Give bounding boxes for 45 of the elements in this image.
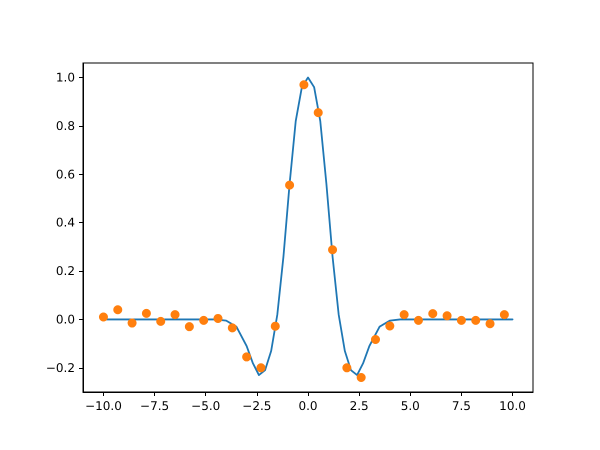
x-tick-label: −5.0	[191, 399, 220, 413]
x-tick-label: −7.5	[140, 399, 170, 413]
x-tick-label: 10.0	[499, 399, 526, 413]
x-tick-label: 0.0	[298, 399, 318, 413]
point	[471, 316, 480, 325]
point	[385, 321, 394, 330]
y-tick-label: 0.2	[56, 264, 75, 278]
point	[214, 314, 222, 323]
point	[486, 319, 495, 328]
y-tick-label: 1.0	[56, 70, 75, 85]
point	[242, 352, 252, 362]
x-tick-label: 7.5	[452, 399, 471, 413]
point	[285, 180, 294, 190]
point	[500, 310, 509, 320]
point	[113, 305, 122, 314]
x-tick-label: 2.5	[350, 399, 369, 413]
y-tick-label: 0.6	[56, 167, 75, 182]
point	[199, 316, 208, 325]
point	[98, 312, 108, 322]
point	[456, 316, 466, 325]
y-tick-label: 0.4	[56, 216, 75, 230]
point	[184, 322, 194, 332]
point	[400, 310, 409, 320]
point	[170, 310, 180, 320]
x-tick-label: 5.0	[400, 399, 420, 413]
point	[270, 322, 280, 331]
point	[128, 318, 137, 328]
point	[414, 316, 423, 325]
point	[256, 363, 266, 372]
y-tick-label: 0.8	[56, 118, 75, 133]
point	[342, 363, 352, 372]
point	[371, 335, 380, 344]
point	[228, 323, 237, 332]
point	[356, 372, 366, 382]
point	[156, 316, 166, 326]
point	[428, 309, 438, 318]
y-tick-label: −0.2	[46, 360, 75, 375]
point	[299, 80, 308, 90]
x-tick-label: −2.5	[242, 399, 272, 413]
point	[328, 245, 338, 254]
x-tick-label: −10.0	[85, 399, 122, 413]
point	[442, 311, 452, 320]
point	[142, 308, 151, 318]
y-tick-label: 0.0	[56, 312, 75, 326]
point	[314, 108, 323, 118]
